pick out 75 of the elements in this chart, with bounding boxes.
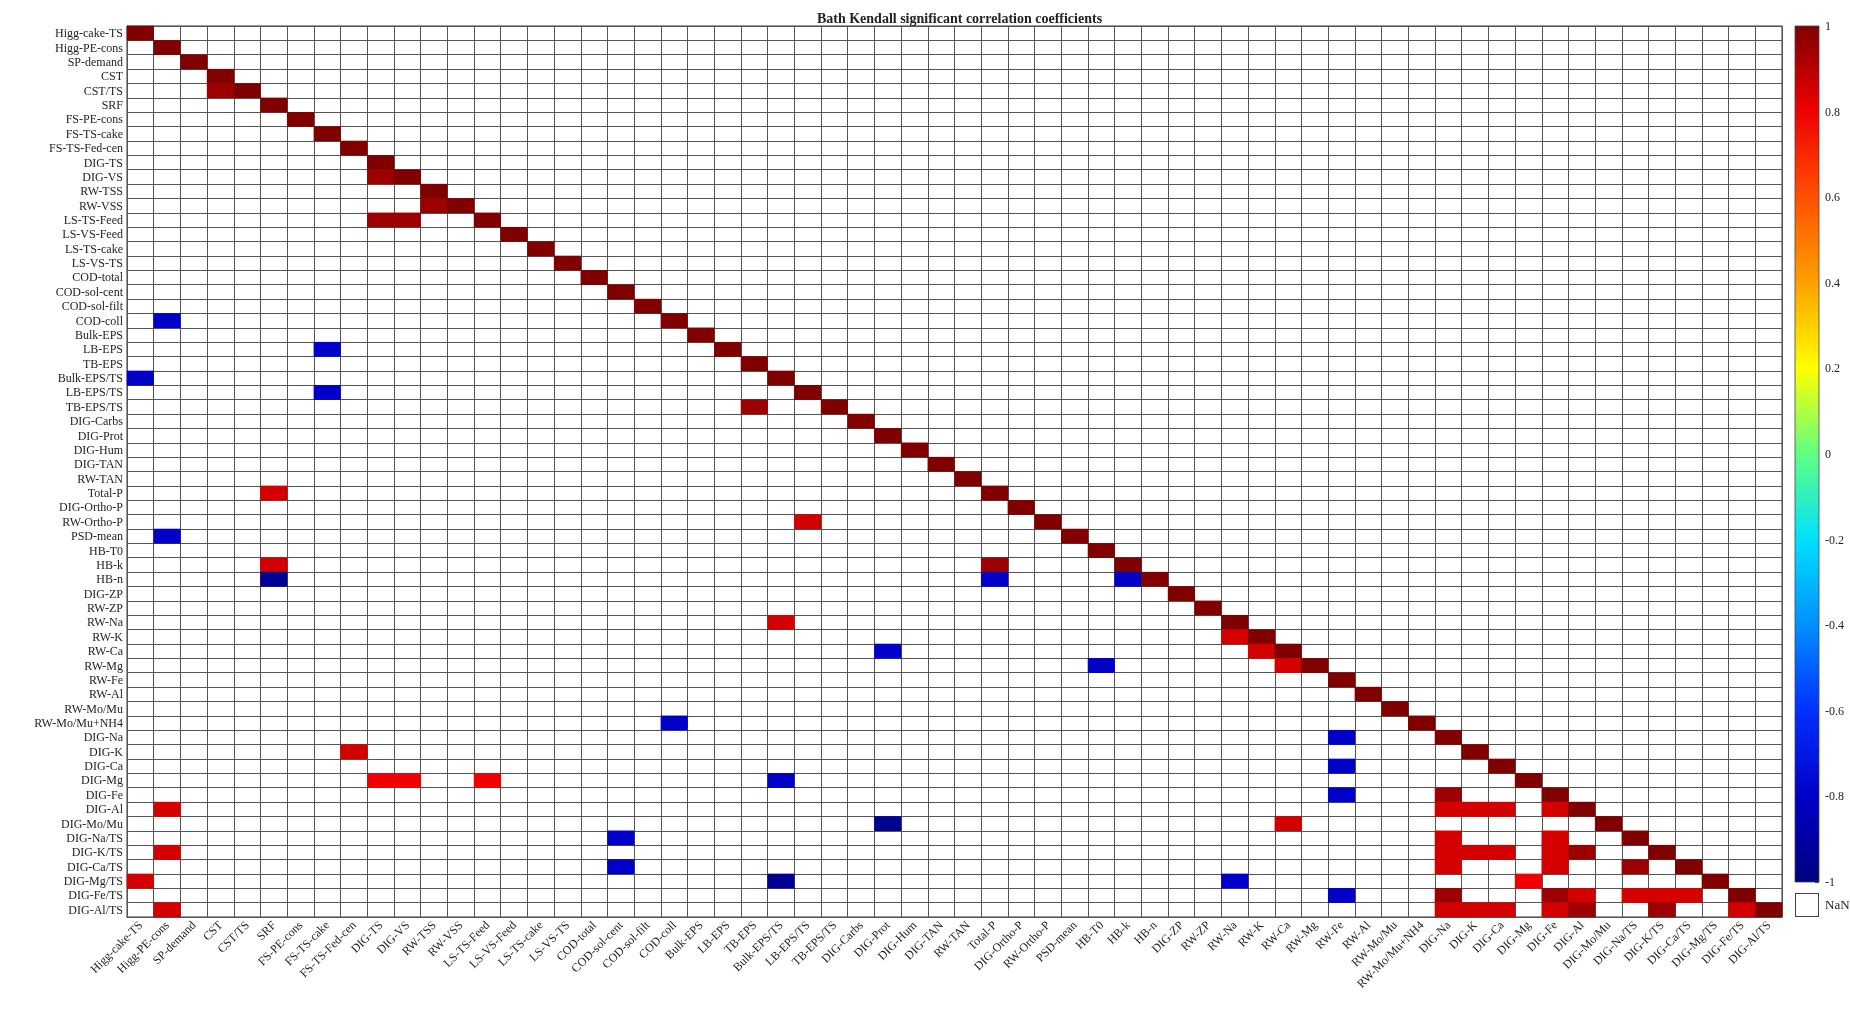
- y-tick-label: RW-Ortho-P: [62, 514, 124, 529]
- y-tick-label: HB-T0: [89, 543, 123, 558]
- y-tick-label: DIG-Mg: [81, 773, 123, 788]
- y-tick-label: COD-total: [72, 270, 124, 285]
- y-tick-label: LS-VS-TS: [71, 256, 123, 271]
- color-bar-label: -0.2: [1825, 532, 1844, 547]
- y-tick-label: DIG-Prot: [77, 428, 124, 443]
- y-tick-label: LS-TS-Feed: [63, 213, 123, 228]
- y-tick-label: Total-P: [87, 486, 124, 501]
- y-tick-label: FS-PE-cons: [65, 112, 124, 127]
- y-tick-label: PSD-mean: [71, 529, 123, 544]
- color-bar-label: -0.8: [1825, 789, 1844, 804]
- y-tick-label: LB-EPS/TS: [65, 385, 123, 400]
- y-tick-label: DIG-Carbs: [69, 414, 124, 429]
- y-tick-label: Bulk-EPS/TS: [57, 371, 123, 386]
- y-tick-label: TB-EPS/TS: [65, 399, 123, 414]
- y-tick-label: DIG-Fe/TS: [68, 888, 123, 903]
- y-tick-label: RW-VSS: [78, 198, 123, 213]
- y-tick-label: LS-TS-cake: [65, 241, 123, 256]
- y-tick-label: DIG-Mg/TS: [63, 874, 123, 889]
- y-tick-label: RW-Na: [87, 615, 124, 630]
- y-tick-label: RW-ZP: [86, 601, 124, 616]
- chart-title: Bath Kendall significant correlation coefficients: [816, 10, 1103, 26]
- y-tick-label: LS-VS-Feed: [62, 227, 123, 242]
- color-bar-label: 0.4: [1825, 275, 1840, 290]
- y-tick-label: DIG-K/TS: [71, 845, 123, 860]
- y-tick-label: DIG-Al: [85, 802, 124, 817]
- y-tick-label: DIG-Hum: [73, 442, 124, 457]
- color-bar-label: -0.6: [1825, 703, 1844, 718]
- y-tick-label: DIG-Ortho-P: [59, 500, 124, 515]
- y-tick-label: FS-TS-cake: [65, 126, 123, 141]
- y-tick-label: RW-TSS: [80, 184, 123, 199]
- y-tick-label: Higg-PE-cons: [55, 40, 124, 55]
- y-tick-label: LB-EPS: [82, 342, 123, 357]
- color-bar-label: -0.4: [1825, 618, 1844, 633]
- y-tick-label: DIG-Na: [83, 730, 124, 745]
- y-tick-label: COD-sol-cent: [55, 284, 124, 299]
- color-bar-label: 0.6: [1825, 190, 1840, 205]
- y-tick-label: CST: [100, 69, 124, 84]
- y-tick-label: Bulk-EPS: [74, 327, 123, 342]
- color-bar-label: -1: [1825, 875, 1835, 889]
- y-tick-label: RW-Mg: [84, 658, 123, 673]
- y-tick-label: DIG-Fe: [85, 787, 123, 802]
- y-tick-label: COD-coll: [75, 313, 124, 328]
- text: NaN: [1825, 897, 1850, 913]
- color-bar-label: 0.8: [1825, 104, 1840, 119]
- y-tick-label: RW-Mo/Mu: [64, 701, 123, 716]
- color-bar-label: 0.2: [1825, 361, 1840, 376]
- y-tick-label: SRF: [101, 98, 124, 113]
- y-tick-label: DIG-TAN: [73, 457, 124, 472]
- y-tick-label: HB-k: [96, 557, 123, 572]
- y-tick-label: TB-EPS: [82, 356, 123, 371]
- y-tick-label: DIG-Al/TS: [68, 902, 123, 917]
- y-tick-label: DIG-ZP: [83, 586, 124, 601]
- y-tick-label: HB-n: [96, 572, 123, 587]
- y-tick-label: DIG-VS: [82, 169, 123, 184]
- y-tick-label: COD-sol-filt: [61, 299, 124, 314]
- y-tick-label: RW-TAN: [77, 471, 124, 486]
- y-tick-label: Higg-cake-TS: [55, 26, 123, 41]
- y-tick-label: RW-Al: [88, 687, 124, 702]
- y-tick-label: RW-Ca: [87, 644, 124, 659]
- y-tick-label: RW-K: [92, 629, 124, 644]
- y-tick-label: RW-Fe: [88, 672, 123, 687]
- y-tick-label: FS-TS-Fed-cen: [49, 141, 123, 156]
- color-bar-label: 0: [1825, 447, 1831, 461]
- y-tick-label: SP-demand: [67, 54, 123, 69]
- y-tick-label: DIG-K: [89, 744, 124, 759]
- y-tick-label: DIG-Ca: [84, 759, 124, 774]
- y-tick-label: RW-Mo/Mu+NH4: [34, 715, 123, 730]
- y-tick-label: CST/TS: [83, 83, 123, 98]
- y-tick-label: DIG-Mo/Mu: [61, 816, 123, 831]
- color-bar-label: 1: [1825, 19, 1831, 33]
- y-tick-label: DIG-Na/TS: [66, 830, 123, 845]
- y-tick-label: DIG-Ca/TS: [67, 859, 123, 874]
- y-tick-label: DIG-TS: [83, 155, 123, 170]
